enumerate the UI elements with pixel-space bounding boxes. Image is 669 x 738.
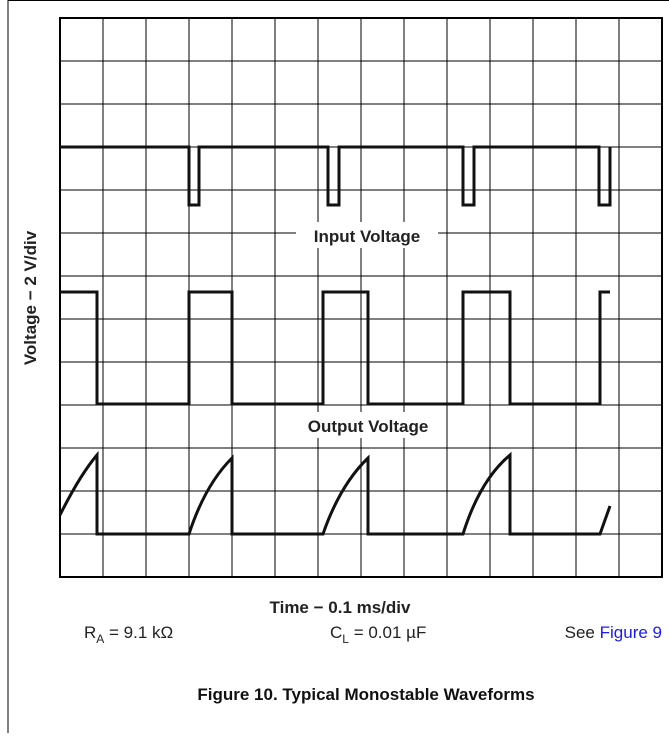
caption: Figure 10. Typical Monostable Waveforms xyxy=(197,685,534,704)
see-ref: See Figure 9 xyxy=(565,623,662,642)
param: RA = 9.1 kΩ xyxy=(84,623,173,646)
scope-grid xyxy=(60,18,662,577)
y-axis-label: Voltage − 2 V/div xyxy=(21,230,40,365)
trace-label: Output Voltage xyxy=(308,417,429,436)
symbol: R xyxy=(84,623,96,642)
subscript: L xyxy=(342,632,349,646)
value: = 0.01 µF xyxy=(349,623,426,642)
label-bg xyxy=(296,222,438,248)
figure-link[interactable]: Figure 9 xyxy=(600,623,662,642)
output-trace xyxy=(60,290,610,406)
param: CL = 0.01 µF xyxy=(330,623,426,646)
label-bg xyxy=(292,412,444,438)
subscript: A xyxy=(96,632,104,646)
symbol: C xyxy=(330,623,342,642)
value: = 9.1 kΩ xyxy=(104,623,173,642)
x-axis-label: Time − 0.1 ms/div xyxy=(270,598,412,617)
scope-border xyxy=(59,17,663,578)
trace-label: Input Voltage xyxy=(314,227,420,246)
see-text: See xyxy=(565,623,600,642)
capacitor-trace xyxy=(58,450,612,536)
input-trace xyxy=(60,145,612,207)
